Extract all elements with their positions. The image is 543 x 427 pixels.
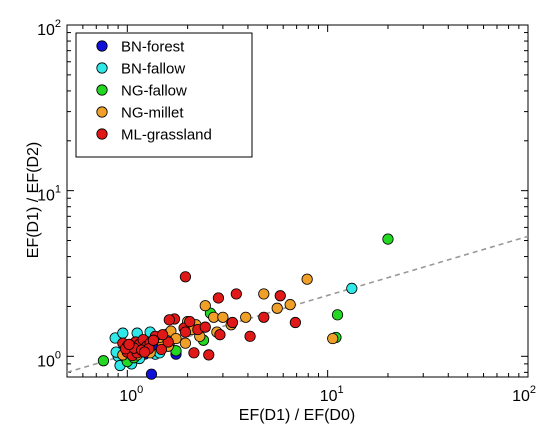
data-point [117, 327, 129, 339]
x-axis-title: EF(D1) / EF(D0) [239, 407, 355, 424]
y-axis-title: EF(D1) / EF(D2) [25, 142, 42, 258]
data-point [244, 330, 256, 342]
x-tick-label: 100 [119, 384, 143, 405]
x-tick-label: 102 [512, 384, 536, 405]
legend-marker [96, 62, 108, 74]
data-point [163, 314, 175, 326]
data-point [156, 329, 169, 341]
data-point [199, 321, 211, 333]
data-point [217, 311, 229, 323]
legend-label: ML-grassland [121, 127, 212, 144]
data-point [184, 315, 196, 328]
axis-ticks [66, 25, 528, 377]
reference-line-layer [66, 235, 529, 374]
legend-marker [96, 84, 108, 96]
legend-marker [96, 40, 108, 52]
data-point [212, 292, 225, 304]
data-point [230, 288, 242, 300]
data-point [188, 347, 200, 359]
data-point [226, 316, 239, 329]
legend-label: BN-forest [121, 39, 185, 56]
data-point [145, 368, 158, 380]
legend-label: NG-millet [121, 105, 184, 122]
legend: BN-forest BN-fallow NG-fallow NG-millet ML-g… [75, 32, 253, 158]
data-point [179, 271, 192, 283]
data-point [331, 309, 344, 321]
data-point [123, 338, 135, 350]
data-point [155, 343, 168, 356]
data-point [274, 290, 286, 302]
data-point [179, 326, 192, 338]
data-point [301, 273, 313, 285]
reference-line [66, 235, 529, 374]
legend-label: BN-fallow [121, 61, 185, 78]
data-point [214, 329, 226, 341]
plot-frame [66, 24, 529, 378]
y-tick-label: 101 [37, 184, 61, 205]
data-point [289, 316, 301, 329]
data-point [179, 337, 192, 349]
y-tick-label: 100 [37, 349, 61, 370]
data-point [258, 288, 270, 300]
data-point [271, 302, 283, 314]
data-point [240, 311, 252, 323]
data-point [139, 346, 151, 358]
data-point [284, 299, 296, 311]
data-point [327, 332, 339, 345]
y-tick-label: 102 [37, 18, 61, 39]
data-point [382, 233, 394, 245]
legend-box [75, 32, 253, 158]
x-tick-label: 101 [320, 384, 344, 405]
legend-marker [96, 128, 108, 140]
data-point [346, 282, 358, 294]
data-point [97, 355, 110, 367]
data-point [258, 311, 270, 323]
data-point [147, 334, 160, 346]
data-point [203, 349, 215, 361]
data-point [199, 300, 211, 312]
data-points-layer [97, 233, 394, 380]
series-ml-grassland [117, 271, 301, 362]
tick-labels: 100 101 102 100 101 102 [37, 18, 536, 405]
legend-label: NG-fallow [121, 83, 187, 100]
legend-marker [96, 106, 108, 118]
